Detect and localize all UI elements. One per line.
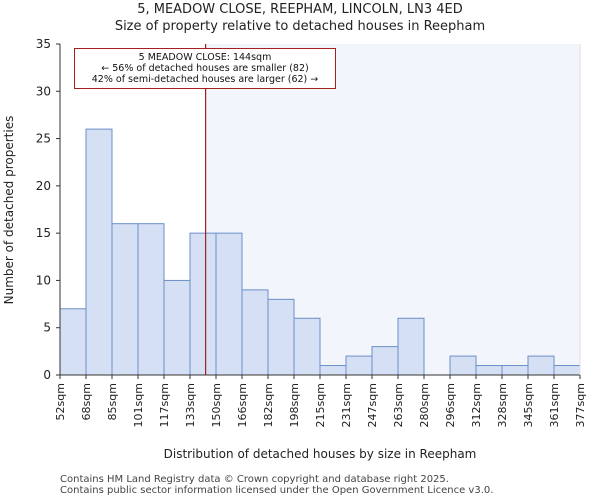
- annotation-line-2: ← 56% of detached houses are smaller (82…: [101, 63, 309, 74]
- x-tick-label: 263sqm: [392, 383, 405, 427]
- bar: [267, 298, 295, 376]
- y-axis-label: Number of detached properties: [2, 116, 16, 305]
- bar: [241, 289, 269, 376]
- bar: [371, 346, 399, 376]
- x-tick-label: 247sqm: [366, 383, 379, 427]
- footer-line-2: Contains public sector information licen…: [60, 485, 494, 496]
- y-tick-label: 25: [36, 132, 51, 146]
- x-tick-label: 345sqm: [522, 383, 535, 427]
- x-tick-label: 377sqm: [574, 383, 587, 427]
- bar: [553, 365, 581, 376]
- x-tick-label: 166sqm: [236, 383, 249, 427]
- y-tick-label: 20: [36, 179, 51, 193]
- x-tick-label: 231sqm: [340, 383, 353, 427]
- bar: [501, 365, 529, 376]
- chart-subtitle: Size of property relative to detached ho…: [114, 19, 486, 34]
- bar: [215, 232, 243, 376]
- x-tick-label: 68sqm: [80, 383, 93, 420]
- annotation-line-3: 42% of semi-detached houses are larger (…: [91, 74, 319, 85]
- bar: [319, 365, 347, 376]
- annotation-line-1: 5 MEADOW CLOSE: 144sqm: [138, 52, 272, 63]
- bar: [293, 317, 321, 376]
- bar: [397, 317, 425, 376]
- y-tick-label: 0: [43, 368, 51, 382]
- x-tick-label: 312sqm: [470, 383, 483, 427]
- x-tick-label: 215sqm: [314, 383, 327, 427]
- bar: [85, 128, 113, 376]
- bar: [527, 355, 555, 376]
- x-tick-label: 150sqm: [210, 383, 223, 427]
- x-tick-label: 198sqm: [288, 383, 301, 427]
- x-tick-label: 328sqm: [496, 383, 509, 427]
- x-tick-label: 296sqm: [444, 383, 457, 427]
- x-tick-label: 101sqm: [132, 383, 145, 427]
- footer-line-1: Contains HM Land Registry data © Crown c…: [60, 474, 449, 485]
- y-tick-label: 30: [36, 84, 51, 98]
- bar: [449, 355, 477, 376]
- x-tick-label: 52sqm: [54, 383, 67, 420]
- x-tick-label: 85sqm: [106, 383, 119, 420]
- y-tick-label: 15: [36, 226, 51, 240]
- x-tick-label: 182sqm: [262, 383, 275, 427]
- x-tick-label: 361sqm: [548, 383, 561, 427]
- y-tick-label: 10: [36, 273, 51, 287]
- bar: [189, 232, 217, 376]
- y-tick-label: 5: [43, 321, 51, 335]
- chart-title: 5, MEADOW CLOSE, REEPHAM, LINCOLN, LN3 4…: [137, 2, 463, 17]
- x-tick-label: 117sqm: [158, 383, 171, 427]
- bar: [163, 279, 191, 376]
- bar: [137, 223, 165, 376]
- y-tick-label: 35: [36, 37, 51, 51]
- bar: [111, 223, 139, 376]
- annotation-box: 5 MEADOW CLOSE: 144sqm ← 56% of detached…: [74, 48, 336, 89]
- bar: [345, 355, 373, 376]
- bar: [59, 308, 87, 376]
- x-tick-label: 280sqm: [418, 383, 431, 427]
- x-tick-label: 133sqm: [184, 383, 197, 427]
- bar: [475, 365, 503, 376]
- x-axis-label: Distribution of detached houses by size …: [164, 447, 477, 461]
